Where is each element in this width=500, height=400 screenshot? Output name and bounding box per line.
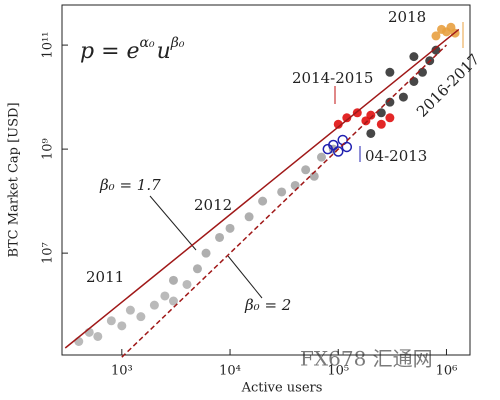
x-tick-label: 10⁴ <box>219 364 241 379</box>
y-axis-label: BTC Market Cap [USD] <box>7 102 22 257</box>
point <box>201 248 211 258</box>
point <box>376 119 386 129</box>
fit-label: β₀ = 1.7 <box>99 176 161 194</box>
point <box>136 312 146 322</box>
series-label: 2011 <box>86 268 124 286</box>
x-tick-label: 10³ <box>111 364 133 379</box>
point <box>192 264 202 274</box>
point <box>160 291 170 301</box>
plot-frame <box>61 4 471 356</box>
point <box>117 321 127 331</box>
point <box>74 336 84 346</box>
point <box>376 108 386 118</box>
arrows <box>149 22 464 299</box>
point <box>149 300 159 310</box>
series-label: 2016-2017 <box>413 50 483 120</box>
point <box>366 128 376 138</box>
point <box>333 119 343 129</box>
fit-line <box>64 28 460 349</box>
point <box>417 67 427 77</box>
point <box>316 152 326 162</box>
x-tick-label: 10⁶ <box>436 364 458 379</box>
point <box>215 232 225 242</box>
point <box>431 45 441 55</box>
series-label: 2014-2015 <box>292 69 373 87</box>
point <box>341 141 353 153</box>
point <box>366 110 376 120</box>
point <box>431 31 441 41</box>
point <box>301 165 311 175</box>
point <box>168 296 178 306</box>
point <box>385 113 395 123</box>
point <box>106 316 116 326</box>
point <box>409 52 419 62</box>
series-label: 2012 <box>194 196 232 214</box>
point <box>290 180 300 190</box>
point <box>309 171 319 181</box>
point <box>342 113 352 123</box>
fit-label: β₀ = 2 <box>244 296 291 314</box>
point <box>125 305 135 315</box>
point <box>409 76 419 86</box>
point <box>93 331 103 341</box>
point <box>225 223 235 233</box>
point <box>328 139 339 151</box>
point <box>258 196 268 206</box>
y-tick-label: 10⁷ <box>41 242 56 264</box>
point <box>385 67 395 77</box>
point <box>182 279 192 289</box>
x-tick-label: 10⁵ <box>327 364 349 379</box>
x-axis-label: Active users <box>241 381 323 396</box>
point <box>333 146 344 157</box>
fit-line <box>121 44 447 358</box>
y-tick-label: 10⁹ <box>41 138 56 160</box>
point <box>244 212 254 222</box>
watermark: FX678 汇通网 <box>300 347 433 371</box>
point <box>168 275 178 285</box>
series-label: 04-2013 <box>365 147 427 165</box>
y-tick-label: 10¹¹ <box>41 32 56 59</box>
formula: p = eα₀uβ₀ <box>80 35 185 64</box>
point <box>385 97 395 107</box>
point <box>398 92 408 102</box>
point <box>277 187 287 197</box>
series-label: 2018 <box>388 8 426 26</box>
